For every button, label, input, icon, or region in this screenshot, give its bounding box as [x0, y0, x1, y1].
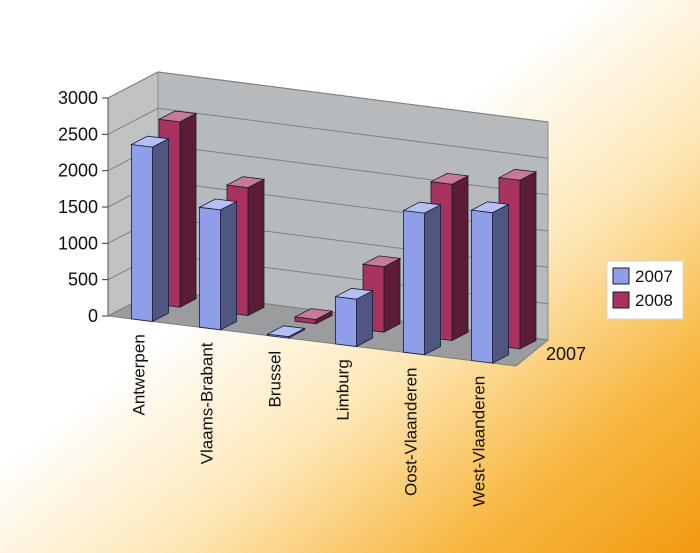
bar-top-face: [225, 176, 266, 189]
bar-2007-Vlaams-Brabant: [198, 198, 238, 331]
bar-front-face: [471, 209, 493, 364]
bar-side-face: [356, 290, 373, 348]
bar-front-face: [335, 296, 357, 347]
bar-side-face: [220, 200, 237, 331]
bar-top-face: [157, 110, 198, 123]
x-tick-label: Vlaams-Brabant: [197, 342, 216, 464]
bar-side-face: [247, 178, 265, 317]
legend-swatch: [612, 291, 630, 309]
bar-top-face: [266, 325, 306, 338]
bar-side-face: [424, 204, 441, 356]
x-tick-label: Antwerpen: [129, 334, 148, 415]
bar-front-face: [403, 210, 425, 356]
x-tick-label: West-Vlaanderen: [470, 376, 489, 507]
y-tick-label: 0: [88, 306, 98, 326]
bar-front-face: [199, 206, 221, 331]
bars-group: [130, 110, 538, 364]
legend: 2007 2008: [606, 260, 684, 320]
y-tick-label: 2500: [58, 124, 98, 144]
x-tick-label: Brussel: [266, 351, 285, 408]
bar-2007-Limburg: [334, 287, 374, 348]
bar-side-face: [383, 257, 401, 333]
depth-axis-label: 2007: [546, 344, 586, 364]
bar-top-face: [429, 172, 470, 185]
gridline: [107, 107, 549, 159]
gridline: [107, 71, 549, 123]
y-tick-label: 500: [68, 270, 98, 290]
bar-top-face: [198, 198, 238, 211]
bar-side-face: [519, 171, 537, 350]
y-axis: 0 500 1000 1500 2000 2500 3000: [58, 88, 109, 326]
bar-front-face: [131, 144, 153, 322]
bar-top-face: [402, 201, 442, 214]
bar-2007-Brussel: [266, 325, 306, 339]
legend-label: 2007: [635, 267, 673, 286]
y-tick-label: 3000: [58, 88, 98, 108]
x-tick-label: Limburg: [333, 359, 352, 420]
bar-2007-Oost-Vlaanderen: [402, 201, 442, 356]
bar-side-face: [152, 138, 169, 323]
x-tick-label: Oost-Vlaanderen: [401, 368, 420, 497]
bar-2007-West-Vlaanderen: [470, 201, 510, 364]
y-tick-label: 2000: [58, 161, 98, 181]
legend-swatch: [612, 267, 630, 285]
bar-2007-Antwerpen: [130, 135, 170, 323]
y-tick-label: 1000: [58, 233, 98, 253]
bar-top-face: [130, 135, 170, 148]
bar-top-face: [470, 201, 510, 214]
bar-top-face: [293, 308, 334, 320]
x-axis: Antwerpen Vlaams-Brabant Brussel Limburg Oos…: [129, 334, 488, 507]
bar-top-face: [334, 287, 374, 300]
bar-side-face: [451, 175, 469, 342]
bar-2008-Brussel: [293, 308, 334, 325]
y-tick-label: 1500: [58, 197, 98, 217]
bar-side-face: [179, 112, 197, 308]
bar-top-face: [361, 255, 402, 268]
bar-top-face: [497, 168, 538, 181]
bar-side-face: [492, 203, 509, 364]
legend-label: 2008: [635, 291, 673, 310]
